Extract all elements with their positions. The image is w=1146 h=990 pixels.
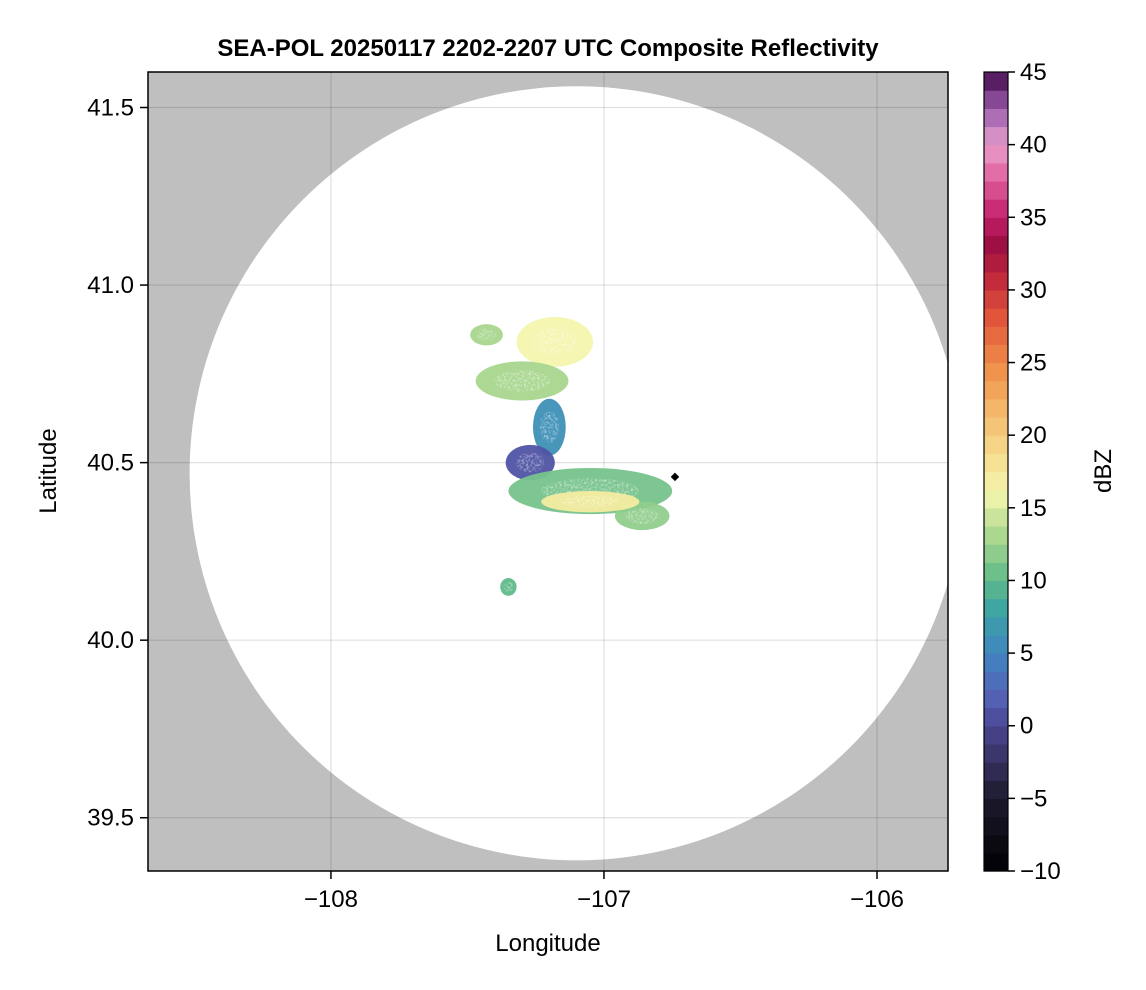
echo-mid-band-core — [494, 370, 550, 392]
colorbar-tick-label-0: −10 — [1020, 858, 1061, 885]
echo-north-west-fringe-core — [476, 328, 497, 341]
colorbar-band-12 — [984, 634, 1008, 654]
colorbar-tick-label-5: 15 — [1020, 495, 1047, 522]
colorbar-band-27 — [984, 362, 1008, 382]
colorbar-tick-label-8: 30 — [1020, 277, 1047, 304]
echo-south-east-lobe-core — [625, 508, 659, 524]
colorbar-band-28 — [984, 344, 1008, 364]
echo-isolated-echo — [500, 578, 517, 596]
colorbar-band-13 — [984, 616, 1008, 636]
y-tick-label-1: 40.0 — [87, 627, 134, 654]
colorbar-band-41 — [984, 108, 1008, 128]
colorbar-band-9 — [984, 689, 1008, 709]
colorbar-tick-label-2: 0 — [1020, 713, 1033, 740]
colorbar-band-6 — [984, 743, 1008, 763]
colorbar-band-22 — [984, 453, 1008, 473]
colorbar-tick-label-6: 20 — [1020, 422, 1047, 449]
colorbar-band-7 — [984, 725, 1008, 745]
x-tick-label-1: −107 — [577, 886, 631, 913]
y-tick-label-0: 39.5 — [87, 805, 134, 832]
colorbar-band-8 — [984, 707, 1008, 727]
colorbar-band-23 — [984, 435, 1008, 454]
echo-tail — [532, 398, 566, 456]
echo-dark-core-core — [515, 452, 545, 473]
echo-bright-streak-core — [560, 495, 620, 508]
echo-bright-streak — [541, 491, 640, 513]
colorbar-band-43 — [984, 72, 1008, 91]
colorbar-band-19 — [984, 507, 1008, 527]
plot-frame — [147, 71, 949, 872]
colorbar-band-5 — [984, 762, 1008, 781]
colorbar-band-16 — [984, 562, 1008, 582]
y-tick-label-3: 41.0 — [87, 272, 134, 299]
colorbar-band-2 — [984, 816, 1008, 836]
y-tick-label-4: 41.5 — [87, 95, 134, 122]
colorbar-frame — [983, 71, 1009, 872]
colorbar-band-32 — [984, 271, 1008, 291]
colorbar-band-24 — [984, 417, 1008, 436]
x-tick-label-2: −106 — [850, 886, 904, 913]
colorbar-band-39 — [984, 144, 1008, 164]
colorbar-band-33 — [984, 253, 1008, 273]
y-tick-label-2: 40.5 — [87, 450, 134, 477]
colorbar-band-20 — [984, 489, 1008, 509]
echo-north-west-fringe — [470, 324, 503, 346]
colorbar-band-4 — [984, 780, 1008, 799]
colorbar-band-17 — [984, 544, 1008, 563]
colorbar-band-10 — [984, 671, 1008, 691]
echo-south-east-lobe — [614, 501, 670, 531]
colorbar-tick-label-9: 35 — [1020, 204, 1047, 231]
y-axis-label: Latitude — [35, 428, 62, 513]
colorbar-band-21 — [984, 471, 1008, 491]
colorbar-band-1 — [984, 834, 1008, 854]
radar-site-marker — [670, 472, 680, 482]
colorbar-band-34 — [984, 235, 1008, 255]
colorbar-band-15 — [984, 580, 1008, 600]
colorbar-band-11 — [984, 653, 1008, 672]
colorbar-band-14 — [984, 598, 1008, 618]
colorbar-band-36 — [984, 199, 1008, 218]
colorbar-band-42 — [984, 90, 1008, 109]
colorbar-band-30 — [984, 308, 1008, 327]
echo-dark-core — [505, 444, 555, 481]
echo-northern-band — [516, 317, 594, 367]
colorbar-band-35 — [984, 217, 1008, 237]
colorbar: −10 −5 0 5 10 15 20 25 30 35 40 45 — [983, 59, 1061, 885]
colorbar-tick-label-10: 40 — [1020, 132, 1047, 159]
plot-area — [148, 72, 948, 871]
colorbar-band-3 — [984, 798, 1008, 818]
colorbar-tick-label-3: 5 — [1020, 640, 1033, 667]
x-tick-label-0: −108 — [304, 886, 358, 913]
colorbar-band-25 — [984, 398, 1008, 418]
colorbar-band-40 — [984, 126, 1008, 146]
echo-northern-band-core — [531, 328, 578, 356]
echo-mid-band — [475, 361, 569, 401]
x-axis-label: Longitude — [495, 930, 600, 957]
colorbar-band-29 — [984, 326, 1008, 345]
echo-isolated-echo-core — [503, 582, 514, 592]
chart-title: SEA-POL 20250117 2202-2207 UTC Composite… — [217, 35, 879, 62]
colorbar-tick-label-4: 10 — [1020, 567, 1047, 594]
colorbar-tick-label-11: 45 — [1020, 59, 1047, 86]
colorbar-tick-label-7: 25 — [1020, 350, 1047, 377]
colorbar-band-37 — [984, 180, 1008, 200]
colorbar-band-0 — [984, 852, 1008, 872]
colorbar-band-31 — [984, 289, 1008, 309]
echo-tail-core — [539, 411, 560, 443]
colorbar-label: dBZ — [1090, 449, 1117, 493]
x-axis: −108 −107 −106 — [304, 871, 904, 913]
colorbar-band-26 — [984, 380, 1008, 400]
colorbar-tick-label-1: −5 — [1020, 785, 1047, 812]
colorbar-band-38 — [984, 162, 1008, 182]
echo-regions — [470, 317, 673, 596]
colorbar-band-18 — [984, 525, 1008, 545]
y-axis: 39.5 40.0 40.5 41.0 41.5 — [87, 95, 148, 832]
